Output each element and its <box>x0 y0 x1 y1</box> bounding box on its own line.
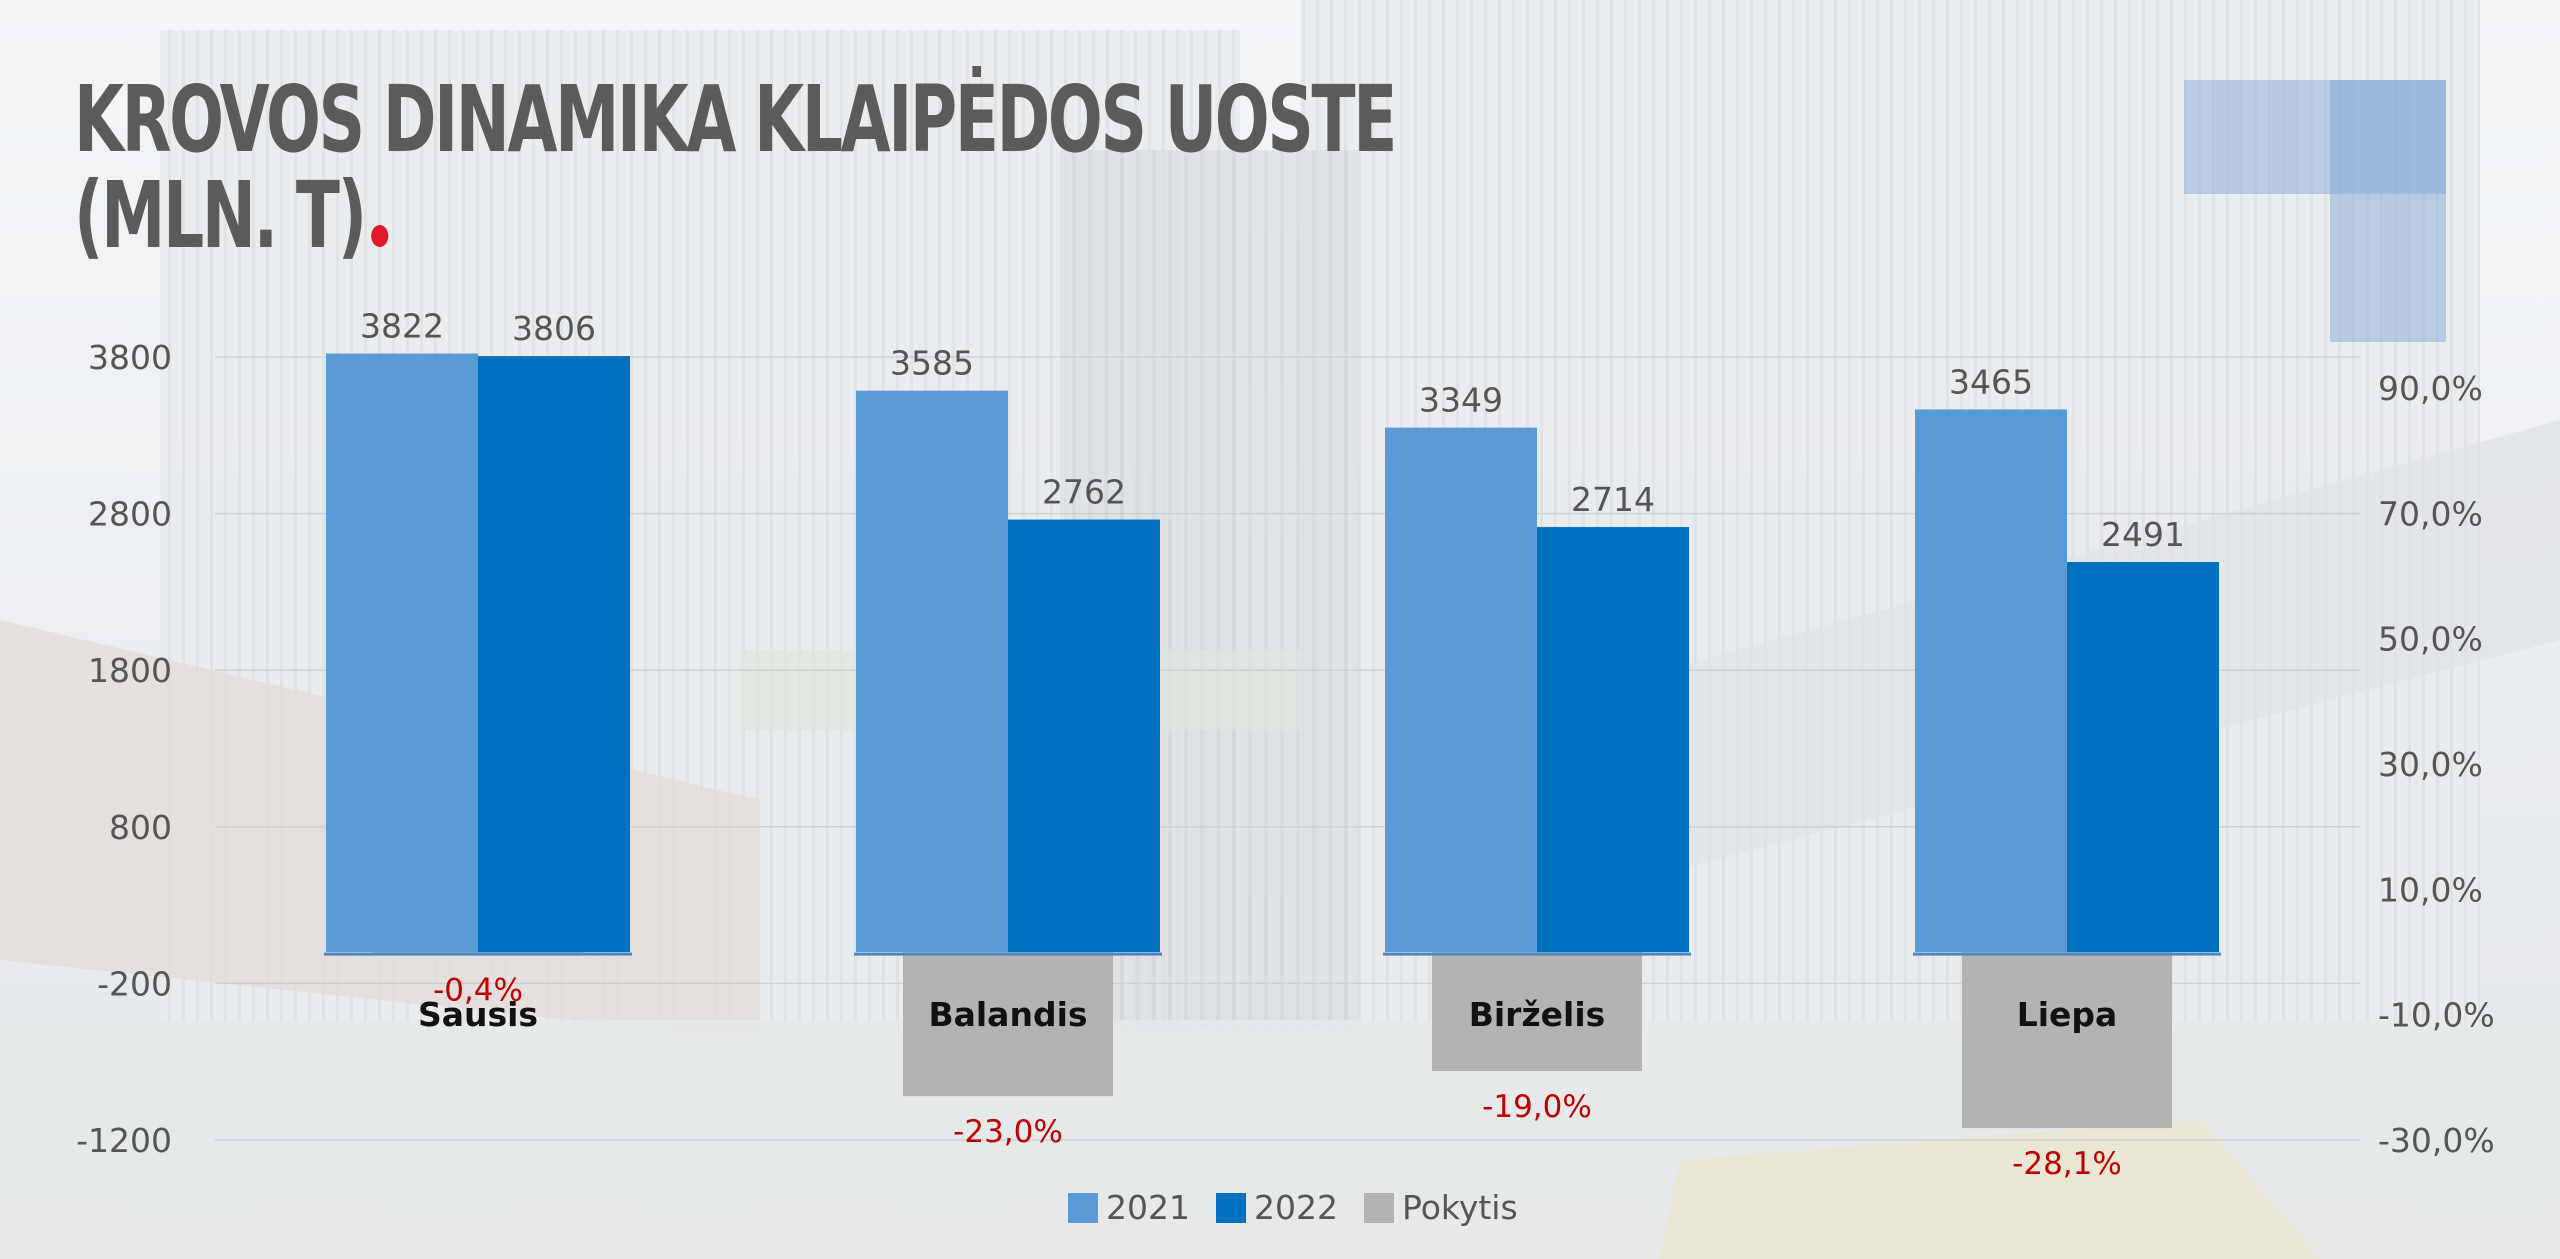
bar-2022 <box>1008 519 1160 953</box>
y-right-tick-label: -30,0% <box>2378 1121 2495 1160</box>
y-axis-right: 90,0% 70,0% 50,0% 30,0% 10,0% -10,0% -30,0% <box>2378 369 2495 1160</box>
legend-item-2022: 2022 <box>1215 1188 1338 1227</box>
legend-label-pokytis: Pokytis <box>1401 1188 1518 1227</box>
y-left-tick-label: 3800 <box>88 338 172 377</box>
data-label-2021: 3349 <box>1419 381 1503 420</box>
category-labels: Sausis Balandis Birželis Liepa <box>418 995 2117 1034</box>
title-line-2: (MLN. T) <box>74 168 1395 264</box>
bar-2021 <box>856 390 1008 953</box>
y-left-tick-label: -1200 <box>76 1121 172 1160</box>
data-label-pokytis: -28,1% <box>2012 1146 2122 1182</box>
data-labels: 3822 3806 -0,4% 3585 2762 -23,0% 3349 2714 -19,0… <box>360 307 2185 1183</box>
chart-title: KROVOS DINAMIKA KLAIPĖDOS UOSTE (MLN. T) <box>74 66 1397 264</box>
legend-swatch-2022 <box>1215 1192 1246 1223</box>
y-right-tick-label: 30,0% <box>2378 745 2483 784</box>
legend-swatch-pokytis <box>1363 1192 1394 1223</box>
data-label-pokytis: -23,0% <box>953 1114 1063 1150</box>
bar-series <box>324 353 2221 956</box>
data-label-pokytis: -0,4% <box>433 973 523 1009</box>
bar-2021 <box>1915 409 2067 953</box>
category-label: Birželis <box>1469 995 1606 1034</box>
legend-label-2021: 2021 <box>1106 1188 1190 1227</box>
bar-2021 <box>1385 427 1537 953</box>
category-label: Sausis <box>418 995 538 1034</box>
bar-2022 <box>1537 527 1689 953</box>
legend-item-2021: 2021 <box>1068 1188 1190 1227</box>
corner-decoration <box>2184 80 2446 194</box>
title-line-1: KROVOS DINAMIKA KLAIPĖDOS UOSTE <box>74 66 1397 173</box>
data-label-2022: 2491 <box>2101 515 2185 554</box>
data-label-2021: 3585 <box>890 344 974 383</box>
y-right-tick-label: 70,0% <box>2378 494 2483 533</box>
y-left-tick-label: 800 <box>109 808 172 847</box>
pokytis-bar <box>1432 952 1642 1072</box>
pokytis-bar <box>1962 952 2172 1129</box>
y-axis-left: 3800 2800 1800 800 -200 -1200 <box>76 338 172 1160</box>
category-label: Balandis <box>928 995 1087 1034</box>
legend: 2021 2022 Pokytis <box>1068 1188 1544 1227</box>
pokytis-bar <box>903 952 1113 1097</box>
pokytis-series <box>373 952 2172 1129</box>
y-left-tick-label: 1800 <box>88 651 172 690</box>
bar-2022 <box>478 356 630 953</box>
legend-label-2022: 2022 <box>1253 1188 1338 1227</box>
data-label-2022: 2762 <box>1042 473 1126 512</box>
data-label-pokytis: -19,0% <box>1482 1089 1592 1125</box>
title-line-2-text: (MLN. T) <box>74 162 367 269</box>
y-right-tick-label: -10,0% <box>2378 996 2495 1035</box>
y-left-tick-label: -200 <box>97 964 172 1003</box>
title-dot-icon <box>370 225 389 247</box>
data-label-2022: 3806 <box>512 309 596 348</box>
bar-2021 <box>326 353 478 953</box>
y-right-tick-label: 90,0% <box>2378 369 2483 408</box>
data-label-2021: 3822 <box>360 307 444 346</box>
y-left-tick-label: 2800 <box>88 495 172 534</box>
data-label-2021: 3465 <box>1949 362 2033 401</box>
data-label-2022: 2714 <box>1571 480 1655 519</box>
corner-decoration <box>2330 80 2446 342</box>
y-right-tick-label: 10,0% <box>2378 870 2483 909</box>
category-label: Liepa <box>2017 995 2118 1034</box>
legend-item-pokytis: Pokytis <box>1363 1188 1518 1227</box>
bar-2022 <box>2067 561 2219 953</box>
y-right-tick-label: 50,0% <box>2378 620 2483 659</box>
legend-swatch-2021 <box>1068 1192 1098 1223</box>
